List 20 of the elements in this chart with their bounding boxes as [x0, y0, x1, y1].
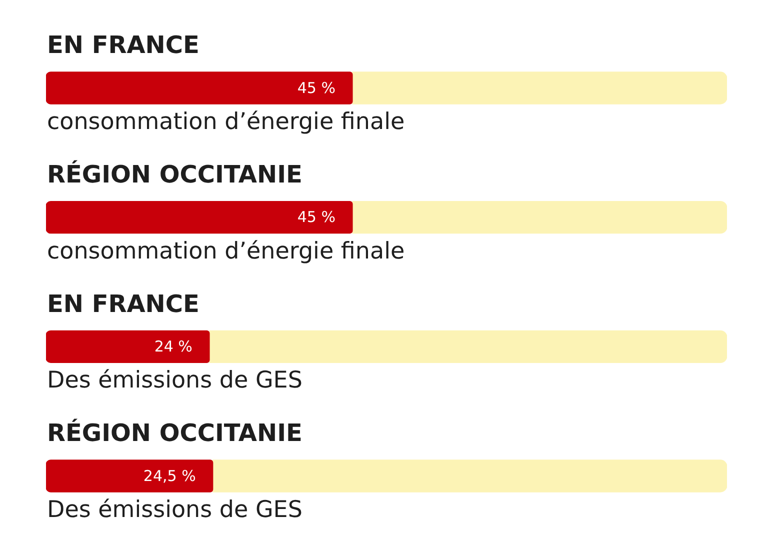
data-label: 24,5 % [143, 466, 196, 485]
y-tick-label: EN FRANCE [47, 31, 200, 60]
annotation: consommation d’énergie finale [47, 238, 405, 264]
y-tick-label: EN FRANCE [47, 290, 200, 318]
annotation: Des émissions de GES [47, 368, 302, 394]
y-tick-label: RÉGION OCCITANIE [47, 160, 302, 189]
bar [46, 330, 210, 363]
y-tick-label: RÉGION OCCITANIE [47, 418, 302, 448]
bar [46, 201, 353, 234]
bar [209, 330, 727, 363]
bar [352, 201, 727, 234]
bar [212, 460, 727, 492]
annotation: consommation d’énergie finale [47, 108, 405, 135]
bar [352, 72, 727, 104]
data-label: 24 % [154, 338, 192, 356]
bar [46, 72, 353, 104]
data-label: 45 % [297, 208, 336, 226]
bar [46, 460, 214, 492]
annotation: Des émissions de GES [47, 496, 302, 523]
data-label: 45 % [297, 78, 336, 97]
